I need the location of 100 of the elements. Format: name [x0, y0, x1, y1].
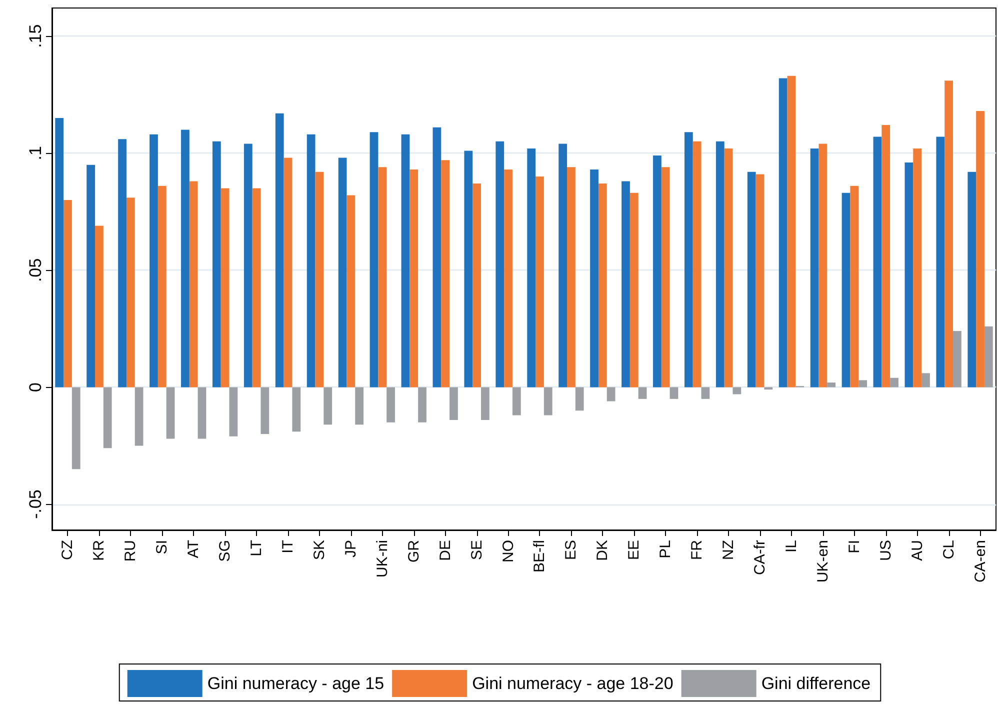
bar	[306, 134, 316, 388]
bar	[747, 172, 756, 388]
bar	[284, 158, 292, 388]
bar	[441, 160, 450, 388]
y-tick-label: .05	[26, 258, 45, 282]
bar	[968, 172, 976, 388]
bar	[598, 184, 607, 388]
bar	[922, 373, 930, 388]
bar	[450, 387, 458, 420]
bar	[432, 127, 442, 388]
bar	[103, 387, 112, 448]
bar	[904, 162, 914, 388]
bar	[558, 144, 568, 388]
bar	[653, 155, 662, 388]
bar	[126, 198, 135, 388]
x-tick-label: SG	[216, 540, 234, 562]
bar	[134, 387, 144, 446]
x-tick-label: AU	[908, 540, 926, 561]
bar	[338, 158, 347, 388]
bar	[355, 387, 364, 425]
bar	[504, 170, 512, 388]
x-tick-label: SE	[468, 540, 486, 560]
x-tick-label: KR	[90, 540, 108, 561]
bar	[590, 170, 598, 388]
bar	[716, 141, 724, 388]
bar	[260, 387, 270, 434]
bar	[527, 148, 536, 388]
bar	[275, 113, 284, 388]
bar	[512, 387, 521, 416]
x-tick-label: ES	[562, 540, 580, 560]
bar	[850, 186, 859, 388]
bar	[181, 130, 190, 388]
bar	[890, 378, 898, 388]
bar	[692, 141, 702, 388]
bar	[410, 170, 418, 388]
bar	[544, 387, 552, 416]
x-tick-label: US	[877, 540, 894, 561]
bar	[882, 125, 890, 388]
bar	[701, 387, 710, 399]
x-tick-label: PL	[657, 540, 674, 558]
bar	[622, 181, 630, 388]
bar	[630, 192, 638, 388]
bar	[378, 167, 387, 388]
bar	[86, 164, 96, 388]
bar	[810, 148, 819, 388]
x-tick-label: GR	[405, 540, 422, 562]
legend-label: Gini numeracy - age 18-20	[472, 674, 674, 693]
bar	[401, 134, 410, 388]
x-tick-label: JP	[342, 540, 360, 558]
x-tick-label: UK-en	[814, 540, 832, 583]
x-tick-label: RU	[122, 540, 140, 562]
bar	[189, 181, 198, 388]
bar	[976, 110, 984, 388]
bar	[315, 172, 324, 388]
bar	[984, 326, 993, 388]
x-tick-label: AT	[185, 540, 202, 558]
bar	[606, 387, 616, 402]
y-tick-label: -.05	[26, 490, 45, 519]
bar	[944, 80, 953, 388]
bar	[55, 118, 64, 388]
x-tick-label: FR	[688, 540, 706, 560]
bar	[661, 167, 670, 388]
bar	[764, 387, 773, 390]
bar	[670, 387, 678, 399]
bar	[873, 136, 882, 388]
x-tick-label: UK-ni	[374, 540, 391, 578]
legend-label: Gini difference	[761, 674, 871, 693]
legend-label: Gini numeracy - age 15	[207, 674, 384, 693]
bar	[536, 176, 544, 388]
y-tick-label: 0	[26, 382, 45, 392]
y-tick-label: .15	[26, 24, 45, 48]
bar	[787, 76, 796, 388]
bar	[818, 144, 828, 388]
bar	[827, 382, 836, 388]
bar	[936, 136, 945, 388]
bar	[252, 188, 261, 388]
bar	[292, 387, 301, 432]
x-tick-label: NZ	[720, 540, 738, 560]
x-tick-label: NO	[500, 540, 517, 562]
bar	[418, 387, 426, 422]
x-tick-label: EE	[626, 540, 643, 560]
bar	[386, 387, 395, 422]
bar	[166, 387, 175, 439]
bar	[229, 387, 238, 436]
bar	[638, 387, 647, 399]
x-tick-label: SK	[310, 540, 328, 560]
bar	[158, 186, 166, 388]
bar	[220, 188, 230, 388]
x-tick-label: SI	[154, 540, 171, 554]
x-tick-label: CZ	[59, 540, 76, 560]
bar	[724, 148, 733, 388]
bar	[346, 195, 356, 388]
x-tick-label: CL	[940, 540, 958, 560]
bar	[118, 139, 126, 388]
bar	[684, 132, 693, 388]
bar	[858, 380, 867, 388]
bar	[567, 167, 576, 388]
bar	[952, 331, 962, 388]
bar	[913, 148, 922, 388]
bar	[842, 192, 850, 388]
